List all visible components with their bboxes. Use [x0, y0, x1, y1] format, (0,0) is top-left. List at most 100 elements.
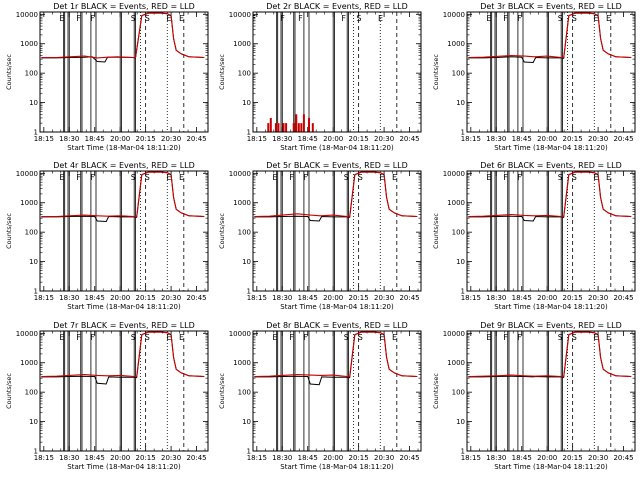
y-tick-label: 10 — [456, 418, 465, 426]
plot-frame — [252, 330, 422, 452]
lld-bar — [292, 123, 295, 132]
lld-bar — [269, 117, 272, 132]
y-axis-label: Counts/sec — [218, 373, 226, 409]
plot-frame — [252, 11, 422, 133]
y-tick-label: 10 — [29, 99, 38, 107]
plot-frame — [252, 170, 422, 292]
y-tick-label: 10000 — [443, 330, 465, 338]
y-tick-label: 10000 — [229, 170, 251, 178]
marker-label: F — [280, 14, 285, 23]
marker-label: F — [76, 333, 81, 342]
marker-label: E — [378, 14, 383, 23]
marker-label: F — [503, 173, 508, 182]
x-tick-label: 18:30 — [486, 454, 506, 462]
x-tick-label: 20:15 — [136, 135, 156, 143]
y-tick-label: 10 — [456, 99, 465, 107]
x-axis-label: Start Time (18-Mar-04 18:11:20) — [67, 463, 181, 471]
y-tick-label: 1000 — [20, 40, 38, 48]
marker-label: E — [486, 333, 491, 342]
x-tick-label: 20:30 — [374, 454, 394, 462]
marker-label: E — [593, 173, 598, 182]
x-tick-label: 20:30 — [374, 294, 394, 302]
marker-label: E — [606, 333, 611, 342]
x-tick-label: 18:30 — [272, 294, 292, 302]
lld-series-line — [468, 171, 632, 218]
lld-series-line — [254, 331, 418, 378]
y-tick-label: 10 — [29, 418, 38, 426]
marker-label: F — [90, 333, 95, 342]
marker-label: S — [358, 173, 363, 182]
chart-panel-1: Det 1r BLACK = Events, RED = LLD Counts/s… — [5, 2, 209, 152]
marker-label: F — [517, 333, 522, 342]
y-axis-label: Counts/sec — [432, 213, 440, 249]
chart-title: Det 3r BLACK = Events, RED = LLD — [480, 2, 622, 11]
marker-label: E — [486, 14, 491, 23]
x-tick-label: 18:15 — [461, 135, 481, 143]
x-tick-label: 20:00 — [537, 294, 557, 302]
y-axis-label: Counts/sec — [432, 54, 440, 90]
y-tick-label: 1 — [461, 288, 465, 296]
marker-label: F — [303, 333, 308, 342]
x-tick-label: 18:45 — [298, 294, 318, 302]
chart-panel-2: Det 2r BLACK = Events, RED = LLD Counts/s… — [218, 2, 422, 152]
chart-title: Det 8r BLACK = Events, RED = LLD — [266, 321, 408, 330]
y-tick-label: 1000 — [447, 359, 465, 367]
x-tick-label: 20:45 — [399, 454, 419, 462]
marker-label: E — [166, 333, 171, 342]
marker-label: F — [303, 173, 308, 182]
x-tick-label: 18:15 — [247, 294, 267, 302]
y-tick-label: 100 — [25, 389, 38, 397]
chart-title: Det 9r BLACK = Events, RED = LLD — [480, 321, 622, 330]
x-tick-label: 20:45 — [613, 294, 633, 302]
x-axis-label: Start Time (18-Mar-04 18:11:20) — [494, 303, 608, 311]
y-tick-label: 10 — [242, 418, 251, 426]
x-tick-label: 18:45 — [512, 454, 532, 462]
x-tick-label: 18:45 — [298, 454, 318, 462]
marker-label: S — [145, 14, 150, 23]
x-tick-label: 20:15 — [349, 454, 369, 462]
marker-label: E — [379, 333, 384, 342]
y-tick-label: 1000 — [233, 359, 251, 367]
y-tick-label: 1 — [461, 448, 465, 456]
y-tick-label: 1000 — [20, 199, 38, 207]
marker-label: E — [606, 173, 611, 182]
x-tick-label: 20:15 — [136, 294, 156, 302]
marker-label: E — [251, 14, 256, 23]
x-tick-label: 18:30 — [272, 454, 292, 462]
x-tick-label: 18:15 — [34, 135, 54, 143]
chart-panel-4: Det 4r BLACK = Events, RED = LLD Counts/s… — [5, 161, 209, 311]
marker-label: S — [572, 333, 577, 342]
x-tick-label: 20:15 — [563, 454, 583, 462]
marker-label: S — [572, 173, 577, 182]
x-tick-label: 18:15 — [461, 294, 481, 302]
lld-bar — [311, 123, 314, 132]
lld-bar — [267, 123, 270, 132]
marker-label: E — [59, 173, 64, 182]
lld-bar — [274, 123, 277, 132]
x-tick-label: 20:45 — [186, 294, 206, 302]
y-tick-label: 1000 — [233, 40, 251, 48]
y-axis-label: Counts/sec — [5, 54, 13, 90]
y-axis-label: Counts/sec — [5, 213, 13, 249]
x-tick-label: 20:15 — [136, 454, 156, 462]
y-tick-label: 1 — [34, 129, 38, 137]
x-tick-label: 20:30 — [588, 454, 608, 462]
y-tick-label: 10000 — [443, 11, 465, 19]
marker-label: E — [606, 14, 611, 23]
x-tick-label: 18:15 — [34, 294, 54, 302]
marker-label: E — [179, 14, 184, 23]
y-tick-label: 1 — [34, 448, 38, 456]
marker-label: F — [503, 14, 508, 23]
y-tick-label: 100 — [452, 70, 465, 78]
x-tick-label: 20:45 — [186, 135, 206, 143]
chart-title: Det 2r BLACK = Events, RED = LLD — [266, 2, 408, 11]
x-tick-label: 18:30 — [59, 135, 79, 143]
x-tick-label: 18:45 — [85, 135, 105, 143]
x-tick-label: 18:30 — [59, 454, 79, 462]
